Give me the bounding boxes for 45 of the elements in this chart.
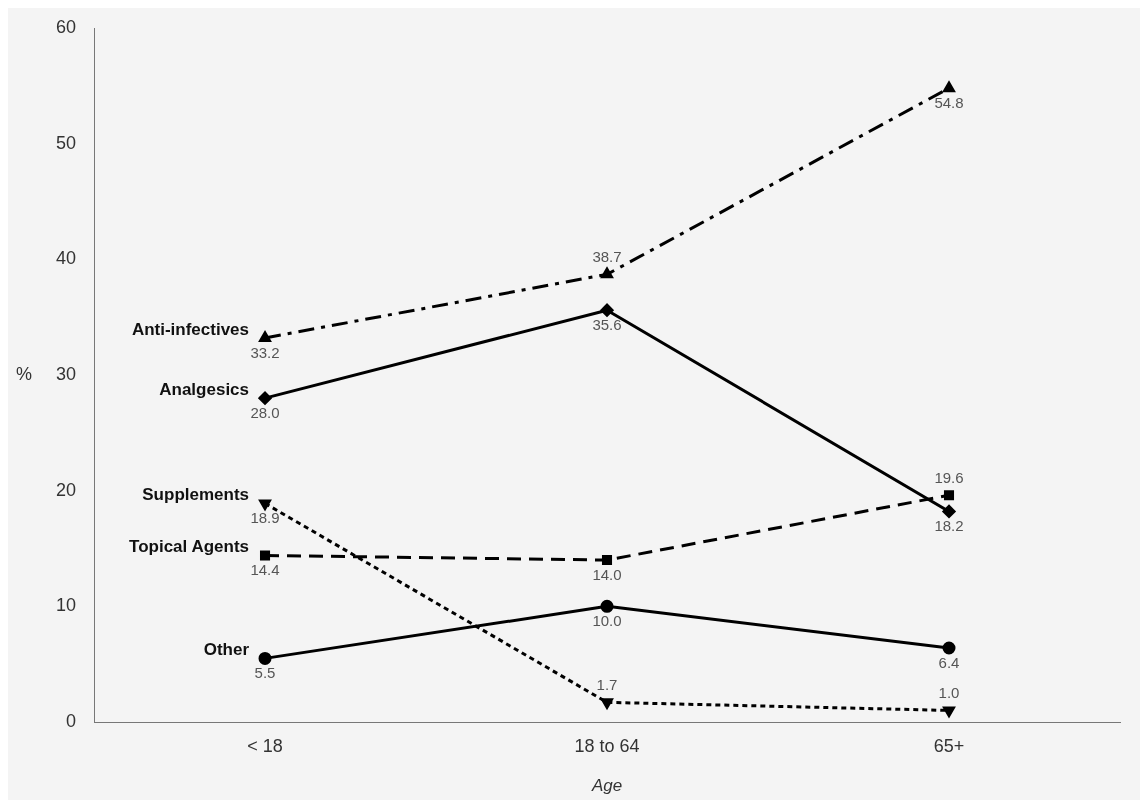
x-tick-label: < 18 — [247, 735, 283, 756]
point — [601, 267, 613, 279]
data-label: 19.6 — [934, 468, 964, 486]
data-label: 5.5 — [254, 664, 276, 682]
y-tick-label: 20 — [55, 479, 77, 500]
y-tick-label: 30 — [55, 363, 77, 384]
data-label: 6.4 — [938, 653, 960, 671]
x-tick-label: 65+ — [933, 735, 965, 756]
data-label: 38.7 — [592, 248, 622, 266]
x-axis-title: Age — [590, 775, 623, 795]
point — [259, 550, 271, 561]
series-label: Anti-infectives — [131, 319, 250, 339]
point — [943, 490, 955, 501]
point — [258, 391, 272, 405]
series-label: Analgesics — [159, 379, 250, 399]
data-label: 14.0 — [592, 565, 622, 583]
data-label: 14.4 — [250, 561, 280, 579]
point — [600, 303, 614, 317]
point — [942, 504, 956, 518]
point — [258, 651, 272, 665]
point — [601, 555, 613, 566]
data-label: 1.7 — [596, 675, 618, 693]
y-tick-label: 0 — [66, 710, 77, 731]
y-tick-label: 40 — [55, 248, 77, 269]
point — [943, 81, 955, 93]
series-label: Other — [203, 640, 250, 660]
data-label: 18.9 — [250, 509, 280, 527]
data-label: 35.6 — [592, 315, 622, 333]
point — [601, 698, 613, 709]
data-label: 33.2 — [250, 343, 280, 361]
data-label: 54.8 — [934, 93, 964, 111]
point — [942, 641, 956, 655]
series-label: Topical Agents — [129, 537, 250, 557]
data-label: 10.0 — [592, 611, 622, 629]
data-label: 1.0 — [938, 684, 960, 702]
data-label: 18.2 — [934, 517, 964, 535]
y-tick-label: 50 — [55, 132, 77, 153]
y-axis-title: % — [16, 363, 33, 384]
point — [600, 599, 614, 613]
data-label: 28.0 — [250, 403, 280, 421]
y-tick-label: 10 — [55, 595, 77, 616]
series-label: Supplements — [142, 485, 250, 505]
x-tick-label: 18 to 64 — [574, 735, 640, 756]
point — [259, 331, 271, 342]
y-tick-label: 60 — [55, 16, 77, 37]
